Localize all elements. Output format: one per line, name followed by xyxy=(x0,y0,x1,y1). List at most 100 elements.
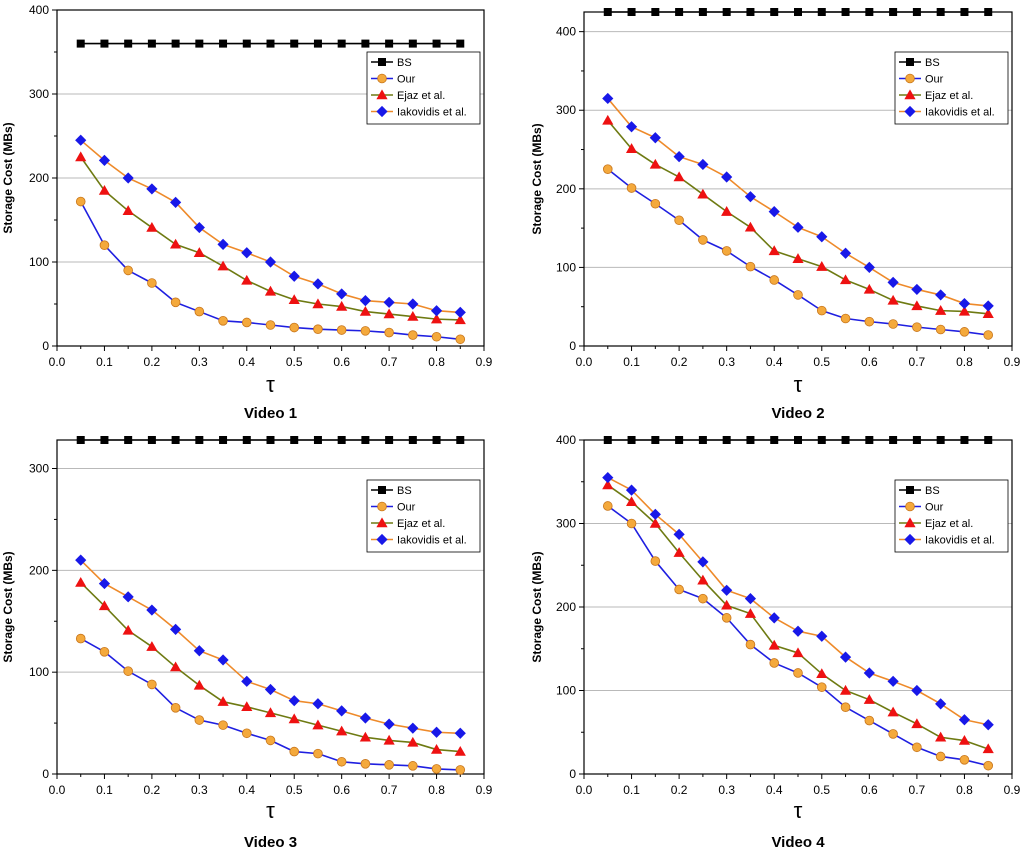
x-tick-label: 0.5 xyxy=(813,783,830,797)
data-point xyxy=(650,198,661,209)
data-point xyxy=(839,274,852,285)
data-point xyxy=(863,667,875,679)
data-point xyxy=(313,748,323,759)
data-point xyxy=(651,436,660,444)
data-point xyxy=(864,715,875,726)
legend-label: Our xyxy=(925,502,944,514)
data-point xyxy=(769,275,780,285)
data-point xyxy=(651,8,660,16)
data-point xyxy=(242,436,251,444)
data-point xyxy=(123,666,133,676)
data-point xyxy=(219,39,228,48)
data-point xyxy=(697,188,709,199)
data-point xyxy=(361,436,370,444)
data-point xyxy=(697,158,709,171)
data-point xyxy=(122,172,134,184)
chart-panel-4: 0.0 0.1 0.2 0.3 0.4 0.5 0.6 0.7 0.8 0.9 0 100 200 300… xyxy=(530,433,1021,851)
data-point xyxy=(217,238,229,250)
data-point xyxy=(146,183,158,195)
series-line xyxy=(80,559,461,735)
data-point xyxy=(313,39,322,48)
data-point xyxy=(697,556,709,568)
data-point xyxy=(455,334,466,345)
chart-panel-3: 0.0 0.1 0.2 0.3 0.4 0.5 0.6 0.7 0.8 0.9 0 100 200 300… xyxy=(1,436,493,851)
data-point xyxy=(430,313,443,324)
y-tick-label: 400 xyxy=(556,433,576,447)
data-point xyxy=(744,191,757,203)
legend-marker xyxy=(376,517,388,528)
y-axis-label: Storage Cost (MBs) xyxy=(530,123,544,234)
data-point xyxy=(673,528,685,540)
series-circle xyxy=(602,501,994,771)
data-point xyxy=(241,701,253,711)
legend-marker xyxy=(906,58,914,66)
data-point xyxy=(456,436,465,444)
data-point xyxy=(218,720,228,730)
data-point xyxy=(431,764,442,774)
y-tick-label: 100 xyxy=(29,255,49,269)
data-point xyxy=(241,247,253,259)
chart-title: Video 4 xyxy=(771,834,825,851)
data-point xyxy=(816,261,828,271)
data-point xyxy=(100,39,109,48)
data-point xyxy=(408,436,417,444)
data-point xyxy=(432,39,441,48)
data-point xyxy=(840,313,851,324)
y-tick-label: 400 xyxy=(556,25,576,39)
legend-marker xyxy=(377,73,387,84)
x-tick-label: 0.9 xyxy=(1004,355,1021,369)
series-circle xyxy=(75,196,466,345)
x-tick-label: 0.9 xyxy=(1004,783,1021,797)
series-square xyxy=(76,436,465,444)
x-tick-label: 0.3 xyxy=(191,355,208,369)
data-point xyxy=(649,508,661,520)
series-circle xyxy=(602,164,994,340)
data-point xyxy=(650,556,661,566)
x-tick-label: 0.8 xyxy=(956,783,973,797)
data-point xyxy=(124,39,133,48)
data-point xyxy=(935,305,947,315)
y-tick-label: 0 xyxy=(42,339,49,353)
data-point xyxy=(75,633,86,644)
data-point xyxy=(768,206,780,218)
data-point xyxy=(912,8,921,16)
series-square xyxy=(603,8,993,16)
data-point xyxy=(721,171,733,183)
data-point xyxy=(361,39,370,48)
data-point xyxy=(602,92,614,105)
chart-title: Video 3 xyxy=(244,834,297,851)
x-tick-label: 0.8 xyxy=(428,783,445,797)
data-point xyxy=(146,221,158,232)
data-point xyxy=(816,231,828,243)
series-triangle xyxy=(75,576,466,756)
data-point xyxy=(288,695,300,707)
x-tick-label: 0.0 xyxy=(576,355,593,369)
data-point xyxy=(122,205,134,215)
data-point xyxy=(219,436,228,444)
data-point xyxy=(241,728,252,739)
data-point xyxy=(863,283,875,294)
y-tick-label: 300 xyxy=(29,462,49,476)
data-point xyxy=(266,436,275,444)
data-point xyxy=(408,761,418,771)
legend-label: Ejaz et al. xyxy=(397,518,445,530)
data-point xyxy=(384,760,394,770)
data-point xyxy=(722,436,731,444)
data-point xyxy=(360,759,371,769)
x-tick-label: 0.1 xyxy=(623,783,640,797)
data-point xyxy=(911,684,923,697)
series-triangle xyxy=(602,479,994,754)
data-point xyxy=(336,756,347,767)
data-point xyxy=(312,719,324,730)
x-tick-label: 0.7 xyxy=(381,783,398,797)
y-tick-label: 0 xyxy=(569,767,576,781)
data-point xyxy=(746,8,755,16)
x-tick-label: 0.5 xyxy=(813,355,830,369)
series-line xyxy=(607,97,989,307)
data-point xyxy=(864,316,875,327)
data-point xyxy=(674,215,684,226)
x-tick-label: 0.6 xyxy=(861,783,878,797)
legend-marker xyxy=(376,105,388,118)
data-point xyxy=(863,694,875,704)
